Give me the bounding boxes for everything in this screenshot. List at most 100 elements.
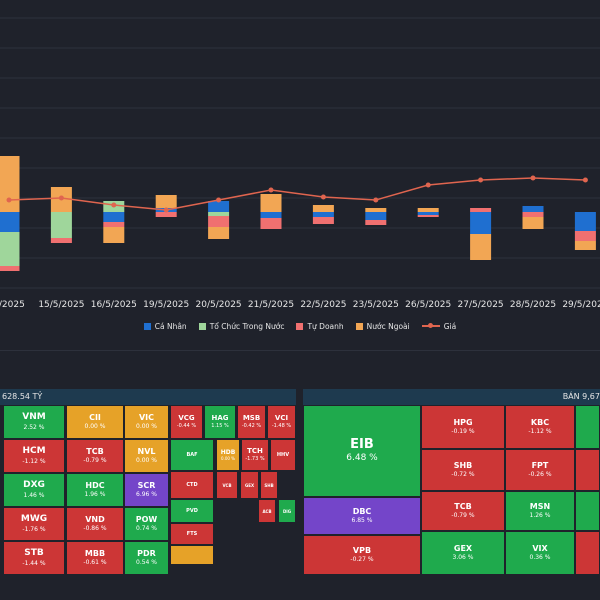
legend-item[interactable]: Nước Ngoài [355,322,410,331]
heatmap-tile[interactable]: VIX 0.36 % [505,531,575,575]
heatmap-tile[interactable]: KBC -1.12 % [505,405,575,449]
heatmap-tile[interactable] [575,405,600,449]
legend-item[interactable]: Cá Nhân [143,322,187,331]
bar-segment[interactable] [0,232,20,266]
bar-segment[interactable] [522,206,544,212]
heatmap-tile[interactable] [575,449,600,491]
heatmap-tile[interactable]: HDC 1.96 % [66,473,124,507]
heatmap-tile[interactable]: VCI -1.48 % [267,405,296,439]
heatmap-tile[interactable]: EIB 6.48 % [303,405,421,497]
bar-segment[interactable] [50,212,72,238]
price-point[interactable] [530,175,536,181]
bar-segment[interactable] [312,212,334,217]
bar-segment[interactable] [208,216,230,227]
bar-segment[interactable] [522,212,544,217]
bar-segment[interactable] [0,212,20,232]
bar-segment[interactable] [103,212,125,222]
heatmap-tile[interactable]: DXG 1.46 % [3,473,65,507]
heatmap-tile[interactable]: TCH -1.73 % [241,439,269,471]
bar-segment[interactable] [208,212,230,216]
heatmap-tile[interactable]: CII 0.00 % [66,405,124,439]
heatmap-tile[interactable]: SCR 6.96 % [124,473,169,507]
bar-segment[interactable] [312,217,334,224]
heatmap-tile[interactable]: MSN 1.26 % [505,491,575,531]
heatmap-tile[interactable]: HPG -0.19 % [421,405,505,449]
heatmap-tile[interactable]: STB -1.44 % [3,541,65,575]
heatmap-tile[interactable]: MWG -1.76 % [3,507,65,541]
bar-segment[interactable] [470,208,492,212]
heatmap-tile[interactable]: SHB -0.72 % [421,449,505,491]
heatmap-tile[interactable]: DBC 6.85 % [303,497,421,535]
bar-segment[interactable] [574,241,596,250]
heatmap-tile[interactable]: BAF [170,439,214,471]
bar-segment[interactable] [155,212,177,217]
legend-item[interactable]: Tổ Chức Trong Nước [198,322,284,331]
heatmap-tile[interactable] [575,531,600,575]
heatmap-tile[interactable]: GEX 3.06 % [421,531,505,575]
bar-segment[interactable] [0,156,20,212]
heatmap-tile[interactable]: FPT -0.26 % [505,449,575,491]
heatmap-tile[interactable]: VCG -0.44 % [170,405,203,439]
price-point[interactable] [58,195,64,201]
bar-segment[interactable] [103,227,125,243]
heatmap-tile[interactable]: HHV [270,439,296,471]
heatmap-tile[interactable]: VPB -0.27 % [303,535,421,575]
heatmap-tile[interactable]: VNM 2.52 % [3,405,65,439]
bar-segment[interactable] [155,195,177,208]
price-point[interactable] [6,197,12,203]
heatmap-tile[interactable]: VCB [216,471,238,499]
heatmap-tile[interactable]: MBB -0.61 % [66,541,124,575]
price-point[interactable] [163,207,169,213]
bar-segment[interactable] [103,222,125,227]
bar-segment[interactable] [50,238,72,243]
price-point[interactable] [425,182,431,188]
heatmap-tile[interactable]: HCM -1.12 % [3,439,65,473]
bar-segment[interactable] [417,208,439,212]
legend-item[interactable]: Tự Doanh [296,322,344,331]
bar-segment[interactable] [0,266,20,271]
bar-segment[interactable] [470,234,492,260]
price-point[interactable] [268,187,274,193]
heatmap-tile[interactable]: PDR 0.54 % [124,541,169,575]
heatmap-tile[interactable]: HAG 1.15 % [204,405,236,439]
bar-segment[interactable] [365,212,387,220]
heatmap-tile[interactable]: VND -0.86 % [66,507,124,541]
bar-segment[interactable] [208,227,230,239]
heatmap-tile[interactable]: MSB -0.42 % [237,405,266,439]
heatmap-tile[interactable]: SHB [260,471,278,499]
bar-segment[interactable] [208,201,230,212]
heatmap-tile[interactable]: POW 0.74 % [124,507,169,541]
heatmap-tile[interactable] [575,491,600,531]
bar-segment[interactable] [574,212,596,231]
heatmap-tile[interactable]: GEX [240,471,259,499]
heatmap-tile[interactable]: DIG [278,499,296,523]
bar-segment[interactable] [574,231,596,241]
bar-segment[interactable] [522,217,544,229]
price-point[interactable] [320,194,326,200]
heatmap-tile[interactable]: TCB -0.79 % [421,491,505,531]
heatmap-tile[interactable]: PVD [170,499,214,523]
bar-segment[interactable] [260,194,282,212]
heatmap-tile[interactable]: TCB -0.79 % [66,439,124,473]
bar-segment[interactable] [365,208,387,212]
price-point[interactable] [216,197,222,203]
price-point[interactable] [373,197,379,203]
heatmap-tile[interactable] [170,545,214,565]
price-point[interactable] [478,177,484,183]
bar-segment[interactable] [260,212,282,218]
bar-segment[interactable] [365,220,387,225]
bar-segment[interactable] [260,218,282,229]
bar-segment[interactable] [312,205,334,212]
price-point[interactable] [111,202,117,208]
legend-item[interactable]: Giá [421,322,456,331]
heatmap-tile[interactable]: CTD [170,471,214,499]
price-point[interactable] [582,177,588,183]
heatmap-tile[interactable]: FTS [170,523,214,545]
heatmap-tile[interactable]: ACB [258,499,276,523]
bar-segment[interactable] [417,212,439,215]
heatmap-tile[interactable]: NVL 0.00 % [124,439,169,473]
heatmap-tile[interactable]: HDB 0.00 % [216,439,240,471]
heatmap-tile[interactable]: VIC 0.00 % [124,405,169,439]
bar-segment[interactable] [470,212,492,234]
bar-segment[interactable] [417,215,439,217]
